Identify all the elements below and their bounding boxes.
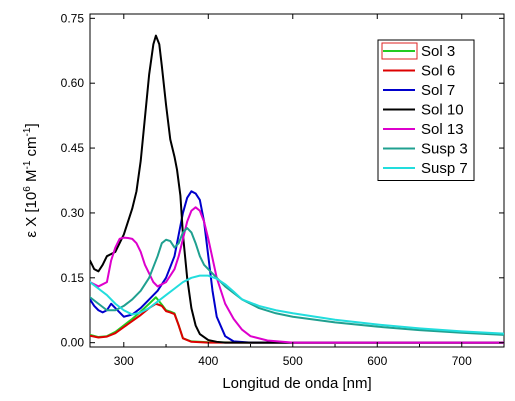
x-axis-title: Longitud de onda [nm] xyxy=(222,375,371,392)
y-axis-title-suffix: ] xyxy=(23,123,40,127)
y-axis-title-mid-2: cm xyxy=(23,136,40,160)
series-line-sol-7 xyxy=(90,191,504,342)
series-line-sol-3 xyxy=(90,297,504,342)
y-tick-label: 0.30 xyxy=(61,206,85,220)
y-tick-label: 0.60 xyxy=(61,76,85,90)
series-line-susp-7 xyxy=(90,276,504,334)
y-tick-label: 0.75 xyxy=(61,11,85,25)
y-tick-label: 0.45 xyxy=(61,141,85,155)
legend-label: Sol 13 xyxy=(421,121,464,138)
legend-label: Sol 6 xyxy=(421,63,455,80)
legend-label: Sol 3 xyxy=(421,43,455,60)
y-axis-title-mid: M xyxy=(23,170,40,187)
legend-label: Sol 10 xyxy=(421,102,464,119)
legend: Sol 3 Sol 6 Sol 7 Sol 10 Sol 13 Susp 3 Susp 7 xyxy=(378,40,474,181)
legend-label: Susp 3 xyxy=(421,141,468,158)
series-line-sol-6 xyxy=(90,304,504,343)
y-axis-title: ε X [106 M-1 cm-1] xyxy=(22,123,40,237)
legend-label: Susp 7 xyxy=(421,160,468,177)
x-tick-label: 700 xyxy=(452,354,472,368)
series-line-sol-13 xyxy=(90,207,504,342)
x-tick-label: 500 xyxy=(283,354,303,368)
x-tick-label: 400 xyxy=(198,354,218,368)
y-axis-title-prefix: ε X [10 xyxy=(23,192,40,238)
x-tick-label: 600 xyxy=(367,354,387,368)
y-tick-label: 0.00 xyxy=(61,336,85,350)
x-tick-label: 300 xyxy=(114,354,134,368)
legend-label: Sol 7 xyxy=(421,82,455,99)
y-tick-label: 0.15 xyxy=(61,271,85,285)
